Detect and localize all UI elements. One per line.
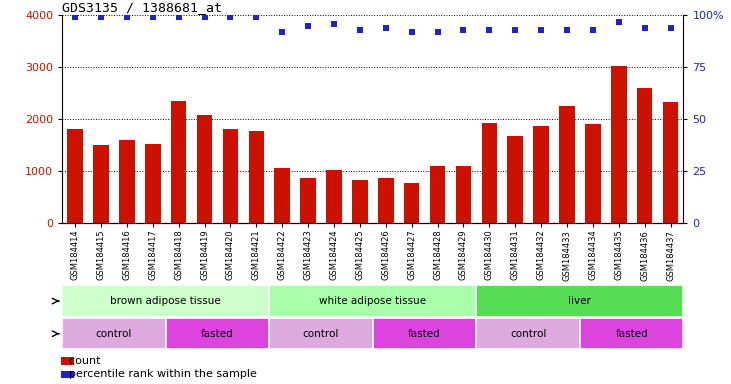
- Bar: [62, 285, 269, 317]
- Text: control: control: [510, 329, 546, 339]
- Text: control: control: [303, 329, 339, 339]
- Text: percentile rank within the sample: percentile rank within the sample: [62, 369, 257, 379]
- Bar: [269, 318, 373, 349]
- Bar: [166, 318, 269, 349]
- Bar: [223, 129, 238, 223]
- Bar: [62, 318, 166, 349]
- Point: [95, 14, 107, 20]
- Bar: [611, 66, 626, 223]
- Bar: [559, 106, 575, 223]
- Text: control: control: [96, 329, 132, 339]
- Point: [251, 14, 262, 20]
- Bar: [197, 115, 212, 223]
- Bar: [507, 136, 523, 223]
- Point: [380, 25, 392, 31]
- Text: fasted: fasted: [201, 329, 234, 339]
- Point: [199, 14, 211, 20]
- Point: [535, 27, 547, 33]
- Bar: [269, 285, 477, 317]
- Point: [121, 14, 133, 20]
- Point: [432, 29, 444, 35]
- Point: [224, 14, 236, 20]
- Text: count: count: [62, 356, 101, 366]
- Point: [458, 27, 469, 33]
- Text: brown adipose tissue: brown adipose tissue: [110, 296, 221, 306]
- Bar: [145, 144, 161, 223]
- Bar: [352, 180, 368, 223]
- Bar: [300, 178, 316, 223]
- Bar: [119, 140, 135, 223]
- Point: [354, 27, 366, 33]
- Point: [613, 18, 624, 25]
- Point: [69, 14, 81, 20]
- Point: [147, 14, 159, 20]
- Bar: [430, 166, 445, 223]
- Bar: [585, 124, 601, 223]
- Bar: [477, 285, 683, 317]
- Point: [639, 25, 651, 31]
- Point: [173, 14, 184, 20]
- Bar: [326, 170, 342, 223]
- Point: [302, 23, 314, 29]
- Point: [276, 29, 288, 35]
- Bar: [477, 318, 580, 349]
- Point: [483, 27, 495, 33]
- Point: [561, 27, 573, 33]
- Bar: [94, 145, 109, 223]
- Text: fasted: fasted: [408, 329, 441, 339]
- Point: [510, 27, 521, 33]
- Bar: [171, 101, 186, 223]
- Bar: [404, 183, 420, 223]
- Point: [664, 25, 676, 31]
- Point: [406, 29, 417, 35]
- Text: liver: liver: [569, 296, 591, 306]
- Bar: [482, 123, 497, 223]
- Bar: [378, 178, 393, 223]
- Bar: [663, 102, 678, 223]
- Bar: [580, 318, 683, 349]
- Bar: [373, 318, 477, 349]
- Bar: [455, 166, 471, 223]
- Bar: [637, 88, 652, 223]
- Point: [587, 27, 599, 33]
- Text: fasted: fasted: [616, 329, 648, 339]
- Bar: [67, 129, 83, 223]
- Bar: [534, 126, 549, 223]
- Text: white adipose tissue: white adipose tissue: [319, 296, 426, 306]
- Point: [328, 21, 340, 27]
- Text: GDS3135 / 1388681_at: GDS3135 / 1388681_at: [62, 1, 222, 14]
- Bar: [249, 131, 264, 223]
- Bar: [274, 168, 290, 223]
